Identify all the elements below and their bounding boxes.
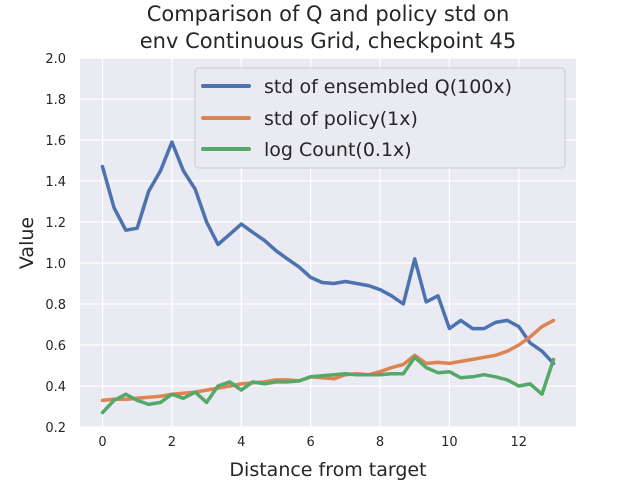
y-tick-label: 1.0	[45, 257, 66, 272]
y-tick-label: 0.6	[45, 339, 66, 354]
y-tick-label: 1.8	[45, 93, 66, 108]
legend-label-count: log Count(0.1x)	[264, 139, 412, 161]
y-axis-label: Value	[16, 217, 38, 269]
y-tick-label: 2.0	[45, 52, 66, 67]
legend-label-policy: std of policy(1x)	[264, 108, 418, 130]
y-tick-label: 1.4	[45, 175, 66, 190]
series-line-count	[100, 355, 556, 415]
x-axis-label: Distance from target	[229, 459, 426, 480]
series-line-policy	[100, 318, 556, 403]
y-tick-label: 0.2	[45, 421, 66, 436]
x-tick-label: 6	[307, 435, 315, 450]
y-tick-label: 0.8	[45, 298, 66, 313]
chart-title-line2: env Continuous Grid, checkpoint 45	[140, 29, 516, 53]
y-tick-label: 1.6	[45, 134, 66, 149]
y-tick-label: 0.4	[45, 380, 66, 395]
x-tick-label: 12	[510, 435, 527, 450]
x-tick-label: 0	[98, 435, 106, 450]
x-tick-label: 10	[441, 435, 458, 450]
y-ticks: 0.2 0.4 0.6 0.8 1.0 1.2 1.4 1.6 1.8 2.0	[45, 52, 66, 436]
legend: std of ensembled Q(100x) std of policy(1…	[194, 67, 566, 169]
x-tick-label: 8	[376, 435, 384, 450]
x-tick-label: 2	[168, 435, 176, 450]
series-layer	[100, 140, 556, 415]
y-tick-label: 1.2	[45, 216, 66, 231]
x-tick-label: 4	[237, 435, 245, 450]
legend-label-q: std of ensembled Q(100x)	[264, 76, 512, 98]
legend-box	[194, 67, 566, 169]
series-line-q	[100, 140, 556, 366]
x-ticks: 0 2 4 6 8 10 12	[98, 435, 527, 450]
chart-title-line1: Comparison of Q and policy std on	[147, 2, 510, 26]
